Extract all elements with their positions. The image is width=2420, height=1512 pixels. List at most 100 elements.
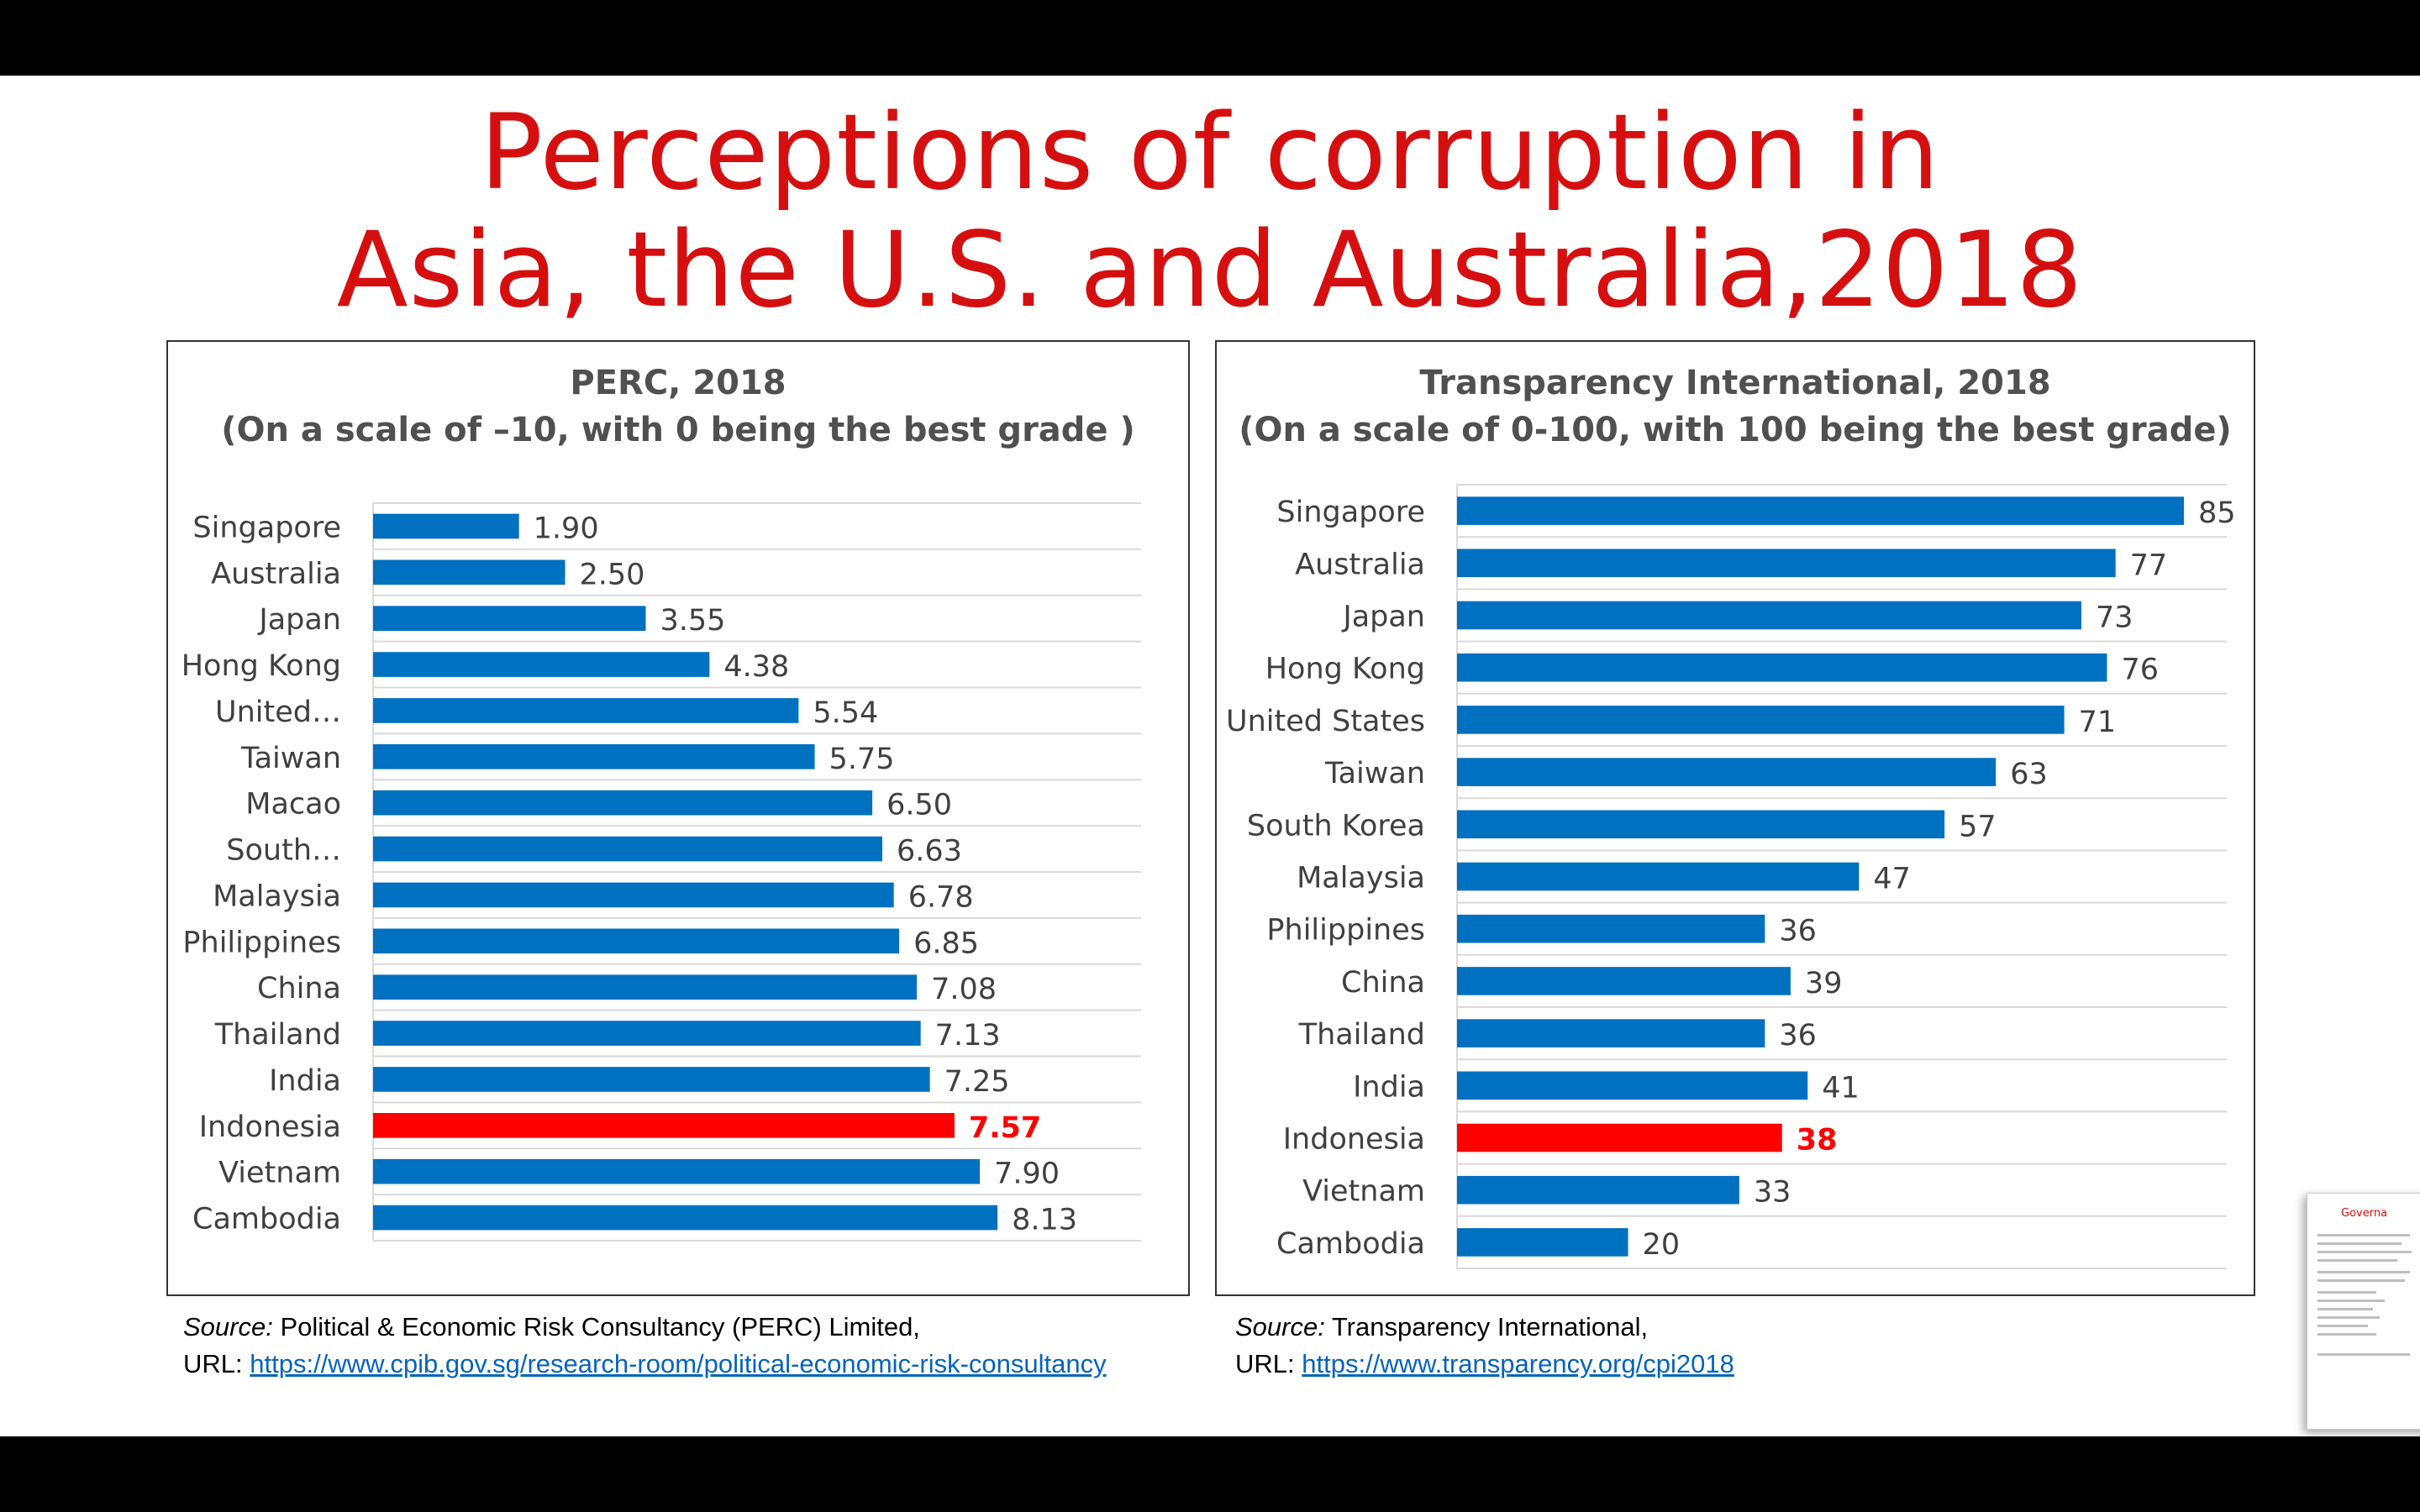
perc-bar	[373, 1112, 955, 1138]
perc-data-label: 7.25	[944, 1065, 1010, 1099]
thumbnail-text-line	[2317, 1234, 2410, 1236]
thumbnail-text-line	[2317, 1353, 2410, 1356]
perc-source-label: Source:	[183, 1312, 273, 1341]
perc-bar	[373, 606, 646, 632]
perc-data-label: 8.13	[1012, 1204, 1077, 1237]
ti-category-label: Hong Kong	[1265, 653, 1425, 686]
perc-category-label: Indonesia	[199, 1110, 341, 1144]
perc-data-label: 6.63	[897, 835, 962, 869]
ti-category-label: Thailand	[1298, 1018, 1425, 1052]
perc-category-label: Hong Kong	[182, 649, 341, 683]
ti-category-label: India	[1353, 1070, 1425, 1104]
ti-category-label: Japan	[1341, 601, 1425, 634]
perc-data-label: 3.55	[660, 604, 725, 638]
ti-bar	[1457, 1123, 1782, 1152]
perc-data-label: 6.50	[886, 789, 952, 822]
ti-bar	[1457, 1175, 1739, 1205]
perc-chart-subtitle: (On a scale of –10, with 0 being the bes…	[221, 411, 1135, 449]
perc-bar	[373, 1158, 981, 1184]
ti-bar	[1457, 862, 1860, 891]
ti-category-label: China	[1341, 966, 1425, 1000]
thumbnail-text-line	[2317, 1299, 2385, 1302]
perc-bar	[373, 698, 799, 723]
perc-data-label: 7.57	[969, 1111, 1041, 1145]
perc-category-label: Macao	[245, 788, 341, 822]
ti-source-label: Source:	[1235, 1312, 1325, 1341]
ti-data-label: 38	[1797, 1124, 1838, 1158]
ti-data-label: 57	[1959, 810, 1996, 843]
slide-title-line-2: Asia, the U.S. and Australia,2018	[336, 210, 2084, 331]
ti-category-label: Philippines	[1266, 914, 1425, 948]
ti-data-label: 85	[2198, 496, 2236, 530]
perc-category-label: Taiwan	[240, 742, 341, 775]
perc-chart-title: PERC, 2018	[570, 364, 786, 402]
perc-chart-panel: PERC, 2018 (On a scale of –10, with 0 be…	[166, 340, 1190, 1296]
perc-data-label: 1.90	[534, 512, 599, 545]
ti-bar	[1457, 810, 1945, 839]
perc-bar	[373, 1205, 998, 1231]
perc-data-label: 7.08	[931, 973, 997, 1006]
ti-bar	[1457, 549, 2116, 578]
ti-data-label: 63	[2010, 758, 2048, 791]
ti-url-label: URL:	[1235, 1349, 1302, 1378]
ti-data-label: 47	[1873, 863, 1911, 896]
thumbnail-title: Governa	[2341, 1207, 2388, 1220]
ti-category-label: United States	[1226, 705, 1425, 738]
slide: Perceptions of corruption in Asia, the U…	[0, 76, 2420, 1436]
perc-bar	[373, 652, 710, 677]
ti-data-label: 36	[1779, 1019, 1817, 1053]
perc-category-label: China	[257, 972, 341, 1005]
perc-bar	[373, 743, 815, 769]
ti-data-label: 36	[1779, 915, 1817, 948]
ti-chart-subtitle: (On a scale of 0-100, with 100 being the…	[1239, 411, 2232, 449]
next-slide-thumbnail[interactable]: Governa	[2307, 1193, 2420, 1430]
perc-bar	[373, 836, 882, 862]
ti-category-label: Cambodia	[1276, 1227, 1425, 1261]
ti-bar	[1457, 601, 2081, 630]
ti-source-link[interactable]: https://www.transparency.org/cpi2018	[1302, 1349, 1734, 1378]
perc-bar	[373, 928, 900, 954]
ti-category-label: Malaysia	[1297, 862, 1425, 895]
ti-data-label: 20	[1643, 1228, 1681, 1262]
thumbnail-text-line	[2317, 1259, 2397, 1262]
ti-bar	[1457, 758, 1996, 786]
ti-data-label: 41	[1822, 1071, 1860, 1105]
ti-category-label: Taiwan	[1324, 757, 1425, 790]
ti-bar	[1457, 1228, 1628, 1257]
perc-url-label: URL:	[183, 1349, 250, 1378]
ti-chart: Singapore 85 Australia 77 Japan 73 Hong Kong 76…	[1226, 484, 2236, 1269]
ti-category-label: Australia	[1295, 548, 1425, 581]
perc-category-label: Australia	[211, 557, 341, 591]
perc-data-label: 5.54	[813, 696, 878, 730]
perc-source-link[interactable]: https://www.cpib.gov.sg/research-room/po…	[250, 1349, 1107, 1378]
ti-bar	[1457, 1071, 1808, 1100]
perc-data-label: 6.78	[908, 880, 974, 914]
perc-category-label: Thailand	[214, 1018, 341, 1052]
ti-category-label: Vietnam	[1302, 1175, 1425, 1209]
perc-data-label: 7.13	[935, 1019, 1001, 1053]
thumbnail-text-line	[2317, 1333, 2376, 1336]
thumbnail-text-line	[2317, 1325, 2368, 1327]
ti-bar	[1457, 967, 1791, 995]
ti-chart-panel: Transparency International, 2018 (On a s…	[1215, 340, 2255, 1296]
ti-category-label: South Korea	[1247, 809, 1425, 843]
ti-data-label: 39	[1805, 967, 1843, 1000]
ti-data-label: 77	[2130, 549, 2168, 582]
perc-data-label: 2.50	[580, 558, 645, 591]
perc-category-label: Cambodia	[192, 1203, 341, 1236]
perc-category-label: United…	[215, 696, 341, 729]
ti-data-label: 76	[2122, 654, 2160, 687]
perc-bar	[373, 790, 873, 816]
ti-bar	[1457, 496, 2185, 525]
perc-bar	[373, 974, 918, 1000]
thumbnail-text-line	[2317, 1242, 2402, 1245]
perc-bar	[373, 882, 894, 908]
perc-category-label: Philippines	[182, 926, 341, 959]
thumbnail-text-line	[2317, 1271, 2410, 1273]
perc-bar	[373, 559, 566, 585]
perc-data-label: 4.38	[723, 650, 789, 684]
ti-data-label: 71	[2079, 706, 2117, 739]
ti-category-label: Singapore	[1276, 496, 1425, 529]
thumbnail-text-line	[2317, 1279, 2405, 1282]
perc-source: Source: Political & Economic Risk Consul…	[183, 1309, 1107, 1383]
